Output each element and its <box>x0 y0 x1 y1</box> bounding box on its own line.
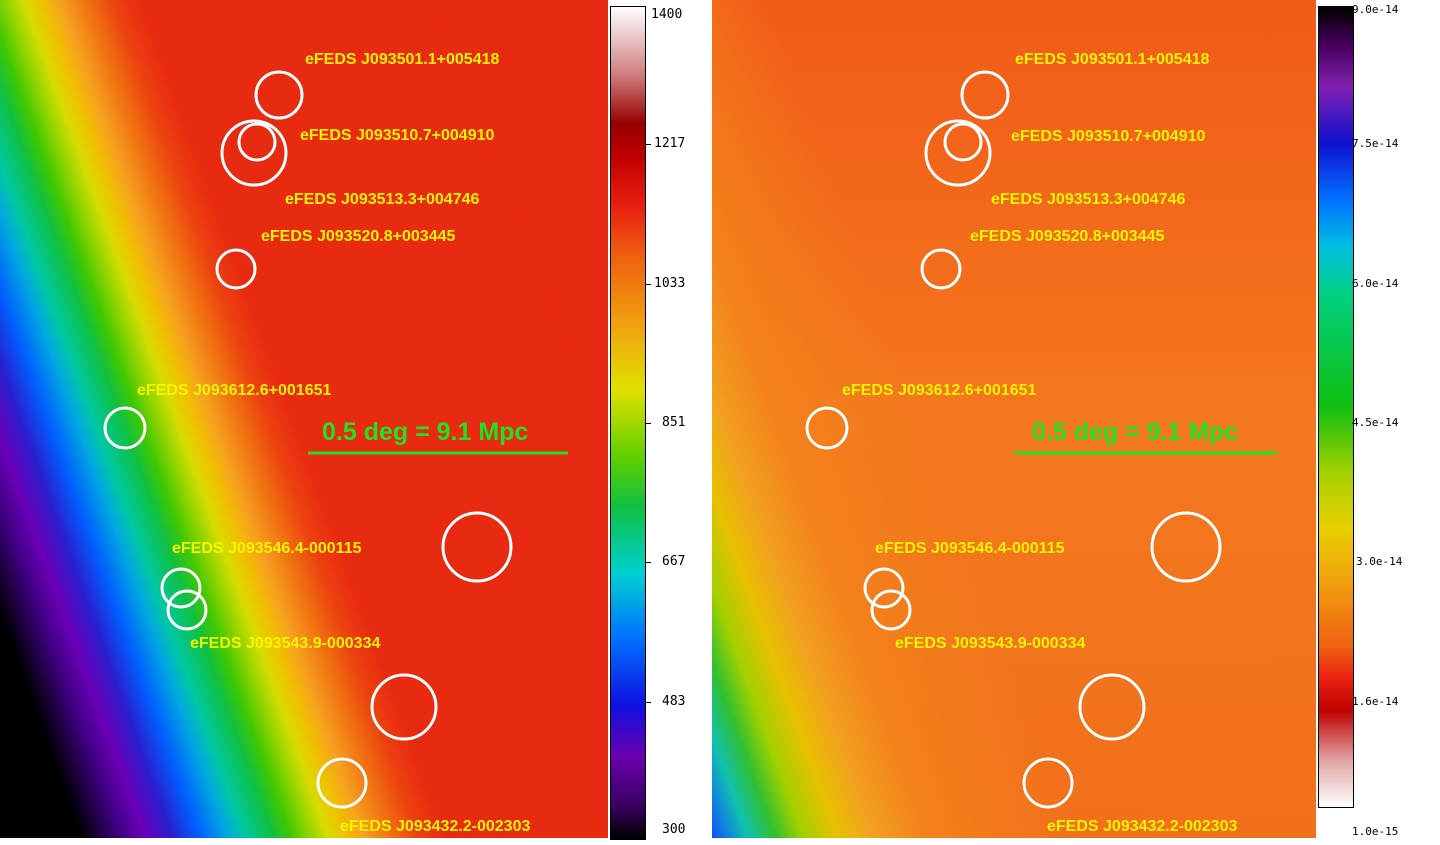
source-label: eFEDS J093546.4-000115 <box>875 540 1065 557</box>
source-label: eFEDS J093520.8+003445 <box>261 228 455 245</box>
source-circle <box>370 673 438 741</box>
source-label: eFEDS J093513.3+004746 <box>285 191 479 208</box>
source-label: eFEDS J093501.1+005418 <box>1015 51 1209 68</box>
colorbar-tick: 7.5e-14 <box>1352 137 1399 150</box>
left-map-image: eFEDS J093501.1+005418 eFEDS J093510.7+0… <box>0 0 608 838</box>
colorbar-tick: 9.0e-14 <box>1352 3 1399 16</box>
source-label: eFEDS J093432.2-002303 <box>1047 818 1237 835</box>
source-circle <box>316 757 368 809</box>
source-circle <box>160 567 202 609</box>
source-circle <box>863 567 905 609</box>
source-circle <box>1078 673 1146 741</box>
source-circle <box>220 119 288 187</box>
source-circle <box>924 119 992 187</box>
source-circle <box>805 406 849 450</box>
right-map-image: eFEDS J093501.1+005418 eFEDS J093510.7+0… <box>712 0 1316 838</box>
source-label: eFEDS J093612.6+001651 <box>842 382 1036 399</box>
source-label: eFEDS J093432.2-002303 <box>340 818 530 835</box>
colorbar-tick: 1217 <box>654 136 686 151</box>
colorbar-tick: 851 <box>662 415 686 430</box>
colorbar-tickmark <box>645 284 651 285</box>
source-circle <box>103 406 147 450</box>
source-label: eFEDS J093520.8+003445 <box>970 228 1164 245</box>
scale-bar-label: 0.5 deg = 9.1 Mpc <box>1032 418 1238 446</box>
colorbar-tick: 1033 <box>654 276 686 291</box>
colorbar-tick: 1.0e-15 <box>1352 825 1399 838</box>
source-circle <box>1150 511 1222 583</box>
colorbar-tickmark <box>645 144 651 145</box>
colorbar-tick: 3.0e-14 <box>1356 555 1403 568</box>
colorbar-tickmark <box>645 562 651 563</box>
right-colorbar <box>1318 6 1354 808</box>
right-overlay: eFEDS J093501.1+005418 eFEDS J093510.7+0… <box>805 51 1277 835</box>
colorbar-tickmark <box>645 702 651 703</box>
source-circle <box>166 589 208 631</box>
source-circle <box>960 70 1010 120</box>
colorbar-tick: 4.5e-14 <box>1352 416 1399 429</box>
source-circle <box>441 511 513 583</box>
source-label: eFEDS J093543.9-000334 <box>895 635 1085 652</box>
source-circle <box>237 122 277 162</box>
colorbar-tick: 1400 <box>651 7 683 22</box>
source-circle <box>215 248 257 290</box>
left-colorbar <box>610 6 646 840</box>
source-circle <box>920 248 962 290</box>
source-label: eFEDS J093510.7+004910 <box>300 127 494 144</box>
source-circle <box>943 122 983 162</box>
source-circle <box>1022 757 1074 809</box>
source-label: eFEDS J093501.1+005418 <box>305 51 499 68</box>
colorbar-tick: 6.0e-14 <box>1352 277 1399 290</box>
colorbar-tickmark <box>645 423 651 424</box>
left-overlay: eFEDS J093501.1+005418 eFEDS J093510.7+0… <box>103 51 568 835</box>
source-label: eFEDS J093543.9-000334 <box>190 635 380 652</box>
source-label: eFEDS J093513.3+004746 <box>991 191 1185 208</box>
source-label: eFEDS J093510.7+004910 <box>1011 128 1205 145</box>
source-label: eFEDS J093546.4-000115 <box>172 540 362 557</box>
colorbar-tick: 667 <box>662 554 686 569</box>
colorbar-tick: 483 <box>662 694 686 709</box>
scale-bar-label: 0.5 deg = 9.1 Mpc <box>322 418 528 446</box>
colorbar-tick: 300 <box>662 822 686 837</box>
source-label: eFEDS J093612.6+001651 <box>137 382 331 399</box>
source-circle <box>254 70 304 120</box>
colorbar-tick: 1.6e-14 <box>1352 695 1399 708</box>
source-circle <box>870 589 912 631</box>
